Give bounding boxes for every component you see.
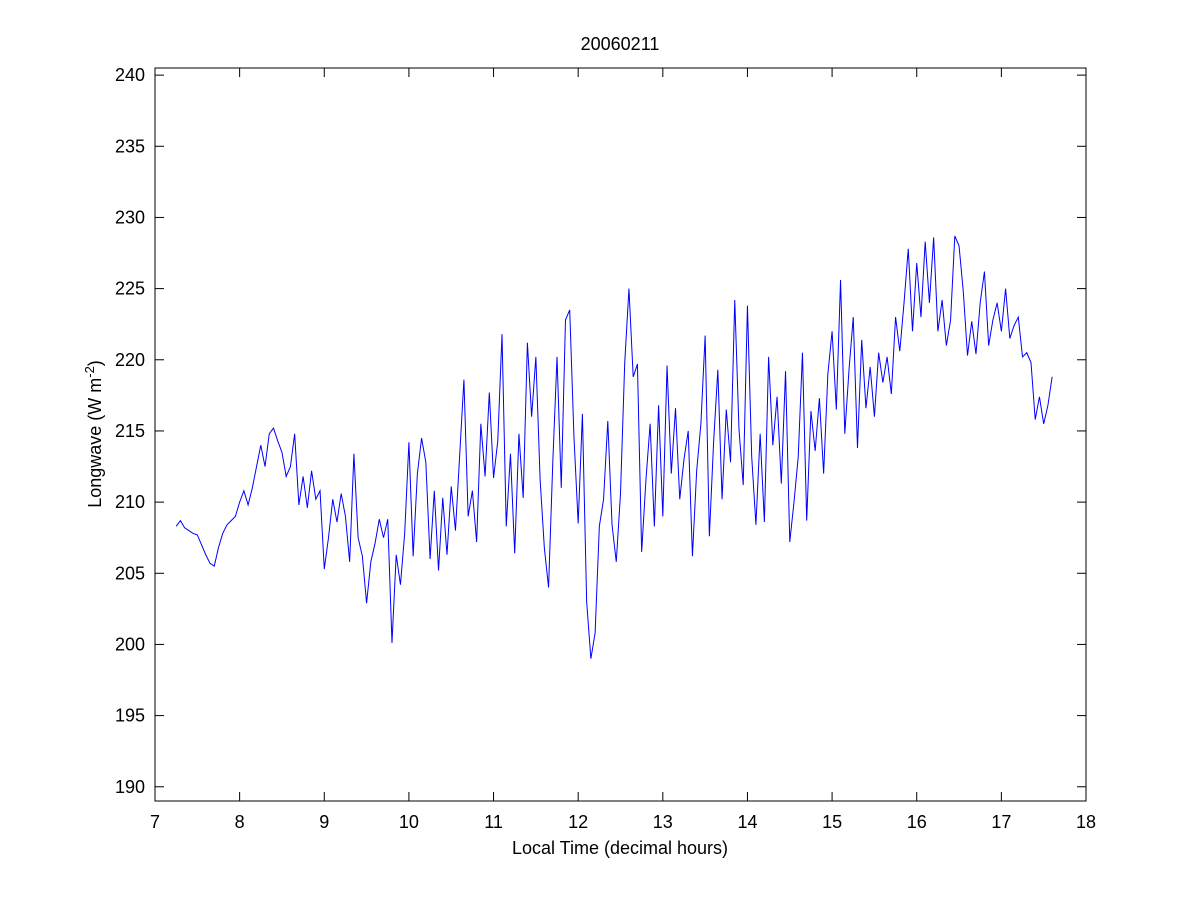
y-tick-label: 215 <box>115 421 145 441</box>
y-label-main: Longwave (W m <box>85 378 105 508</box>
y-tick-label: 195 <box>115 706 145 726</box>
x-tick-label: 11 <box>484 812 503 832</box>
y-tick-label: 210 <box>115 492 145 512</box>
y-tick-label: 240 <box>115 65 145 85</box>
y-axis-label: Longwave (W m-2) <box>82 360 105 508</box>
y-tick-label: 200 <box>115 634 145 654</box>
x-tick-label: 10 <box>399 812 419 832</box>
y-tick-label: 205 <box>115 563 145 583</box>
x-tick-label: 9 <box>319 812 329 832</box>
x-tick-label: 8 <box>235 812 245 832</box>
x-tick-label: 14 <box>737 812 757 832</box>
x-tick-label: 17 <box>991 812 1011 832</box>
y-tick-label: 225 <box>115 279 145 299</box>
x-tick-label: 18 <box>1076 812 1096 832</box>
chart-title: 20060211 <box>581 34 660 54</box>
y-tick-label: 220 <box>115 350 145 370</box>
x-axis-label: Local Time (decimal hours) <box>512 838 728 858</box>
x-tick-label: 13 <box>653 812 673 832</box>
x-tick-label: 15 <box>822 812 842 832</box>
y-tick-label: 235 <box>115 136 145 156</box>
x-tick-label: 7 <box>150 812 160 832</box>
y-label-end: ) <box>85 360 105 366</box>
x-tick-label: 16 <box>907 812 927 832</box>
axes-box <box>154 67 1087 802</box>
y-label-exponent: -2 <box>82 366 97 378</box>
data-line <box>175 235 1053 659</box>
y-tick-label: 190 <box>115 777 145 797</box>
y-tick-label: 230 <box>115 207 145 227</box>
x-tick-label: 12 <box>568 812 588 832</box>
